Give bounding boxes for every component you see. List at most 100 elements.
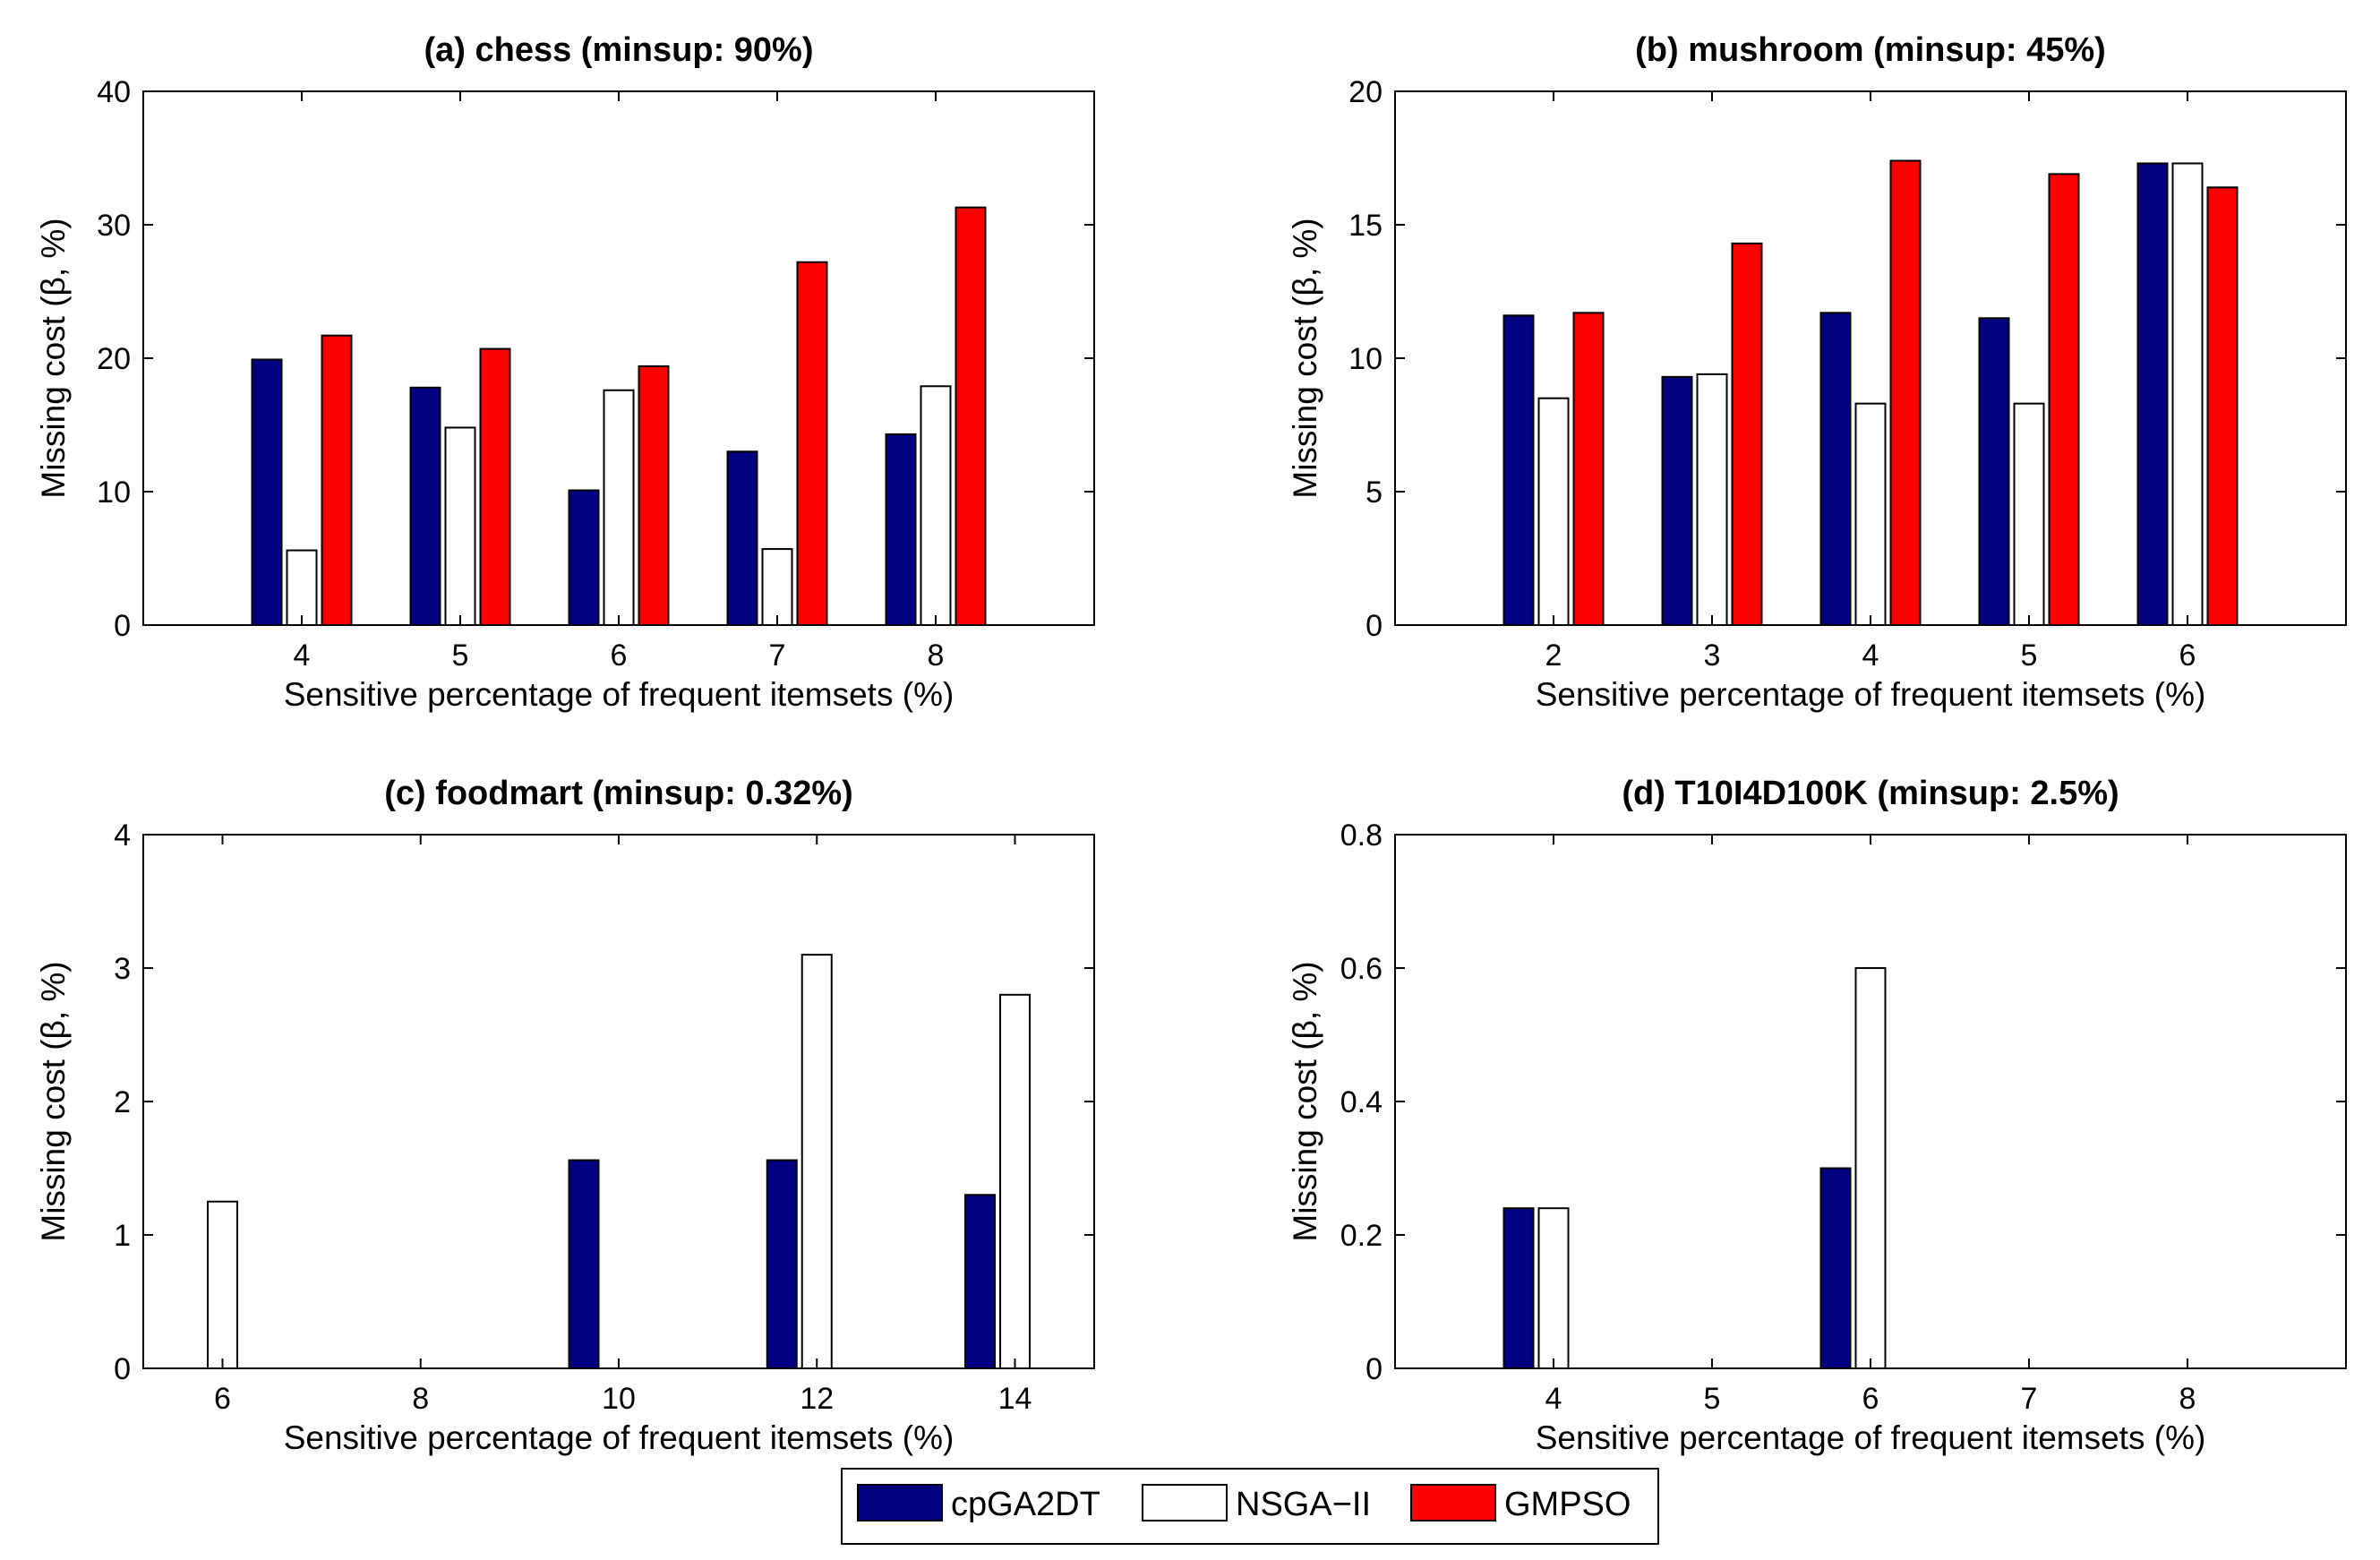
chart-0-bar-nsgaii-4 xyxy=(920,385,952,626)
chart-0-bar-cpga2dt-0 xyxy=(251,358,283,626)
chart-2-xtick-label-1: 8 xyxy=(412,1382,429,1416)
legend: cpGA2DT NSGA−II GMPSO xyxy=(841,1468,1659,1545)
chart-3-xtick-label-4: 8 xyxy=(2179,1382,2196,1416)
chart-1-bar-cpga2dt-1 xyxy=(1661,375,1693,626)
chart-0-ytick-label-0: 0 xyxy=(114,609,131,643)
chart-1-xtick-label-0: 2 xyxy=(1545,639,1562,673)
chart-0-bar-cpga2dt-1 xyxy=(409,386,441,626)
chart-2-bar-cpga2dt-3 xyxy=(766,1159,798,1370)
chart-1-bar-cpga2dt-2 xyxy=(1819,312,1852,626)
chart-2-xtick-label-3: 12 xyxy=(800,1382,834,1416)
chart-1-xtick-label-1: 3 xyxy=(1704,639,1721,673)
chart-1-ylabel: Missing cost (β, %) xyxy=(1287,218,1323,498)
chart-0-xtick-label-2: 6 xyxy=(611,639,628,673)
chart-1-bar-gmpso-1 xyxy=(1731,242,1763,626)
chart-2-ytick-label-2: 2 xyxy=(114,1085,131,1119)
chart-1-bar-gmpso-0 xyxy=(1572,312,1605,626)
chart-2-xtick-label-0: 6 xyxy=(214,1382,231,1416)
chart-2-bar-nsgaii-4 xyxy=(999,993,1031,1370)
chart-3-xtick-label-1: 5 xyxy=(1704,1382,1721,1416)
chart-0-bar-gmpso-2 xyxy=(638,364,670,626)
chart-2-axes-box xyxy=(142,834,1095,1369)
chart-3-xtick-label-2: 6 xyxy=(1862,1382,1879,1416)
chart-2-ytick-label-1: 1 xyxy=(114,1219,131,1253)
chart-0-bar-nsgaii-2 xyxy=(603,389,635,626)
legend-swatch-cpga2dt xyxy=(857,1484,943,1521)
chart-1-ytick-label-3: 15 xyxy=(1348,209,1383,243)
chart-0-ytick-label-3: 30 xyxy=(97,209,131,243)
chart-3-panel: 0 0.2 0.4 0.6 0.8 4 5 6 7 8 (d) T10I4D100K (minsup… xyxy=(1287,775,2347,1456)
chart-0-xtick-label-0: 4 xyxy=(294,639,311,673)
legend-label-nsga2: NSGA−II xyxy=(1236,1486,1371,1523)
chart-1-ytick-label-4: 20 xyxy=(1348,75,1383,109)
chart-1-bar-cpga2dt-0 xyxy=(1502,314,1535,626)
chart-0-bar-nsgaii-3 xyxy=(761,548,793,627)
chart-2-title: (c) foodmart (minsup: 0.32%) xyxy=(384,775,853,812)
chart-1-bar-nsgaii-1 xyxy=(1696,373,1728,626)
chart-3-ytick-label-1: 0.2 xyxy=(1340,1219,1383,1253)
chart-3-ytick-label-4: 0.8 xyxy=(1340,819,1383,853)
chart-2-bar-nsgaii-0 xyxy=(207,1200,238,1369)
chart-3-ytick-label-0: 0 xyxy=(1366,1352,1383,1386)
chart-3-title: (d) T10I4D100K (minsup: 2.5%) xyxy=(1622,775,2119,812)
chart-2-ytick-label-3: 3 xyxy=(114,952,131,986)
chart-3-bar-nsgaii-0 xyxy=(1537,1207,1570,1369)
legend-label-gmpso: GMPSO xyxy=(1504,1486,1631,1523)
chart-0-bar-nsgaii-1 xyxy=(444,426,476,627)
legend-swatch-nsga2 xyxy=(1142,1484,1228,1521)
chart-2-ylabel: Missing cost (β, %) xyxy=(35,961,72,1241)
chart-1-xtick-label-4: 6 xyxy=(2179,639,2196,673)
chart-2-xtick-label-4: 14 xyxy=(998,1382,1032,1416)
chart-1-bar-cpga2dt-4 xyxy=(2136,162,2169,626)
legend-box xyxy=(841,1468,1659,1545)
chart-0-title: (a) chess (minsup: 90%) xyxy=(424,31,814,69)
chart-2-bar-nsgaii-3 xyxy=(800,954,833,1369)
chart-2-ytick-label-0: 0 xyxy=(114,1352,131,1386)
chart-1-bar-gmpso-4 xyxy=(2206,186,2239,626)
chart-3-xtick-label-0: 4 xyxy=(1545,1382,1562,1416)
chart-0-bar-gmpso-3 xyxy=(796,261,828,626)
chart-2-xtick-label-2: 10 xyxy=(602,1382,636,1416)
legend-label-cpga2dt: cpGA2DT xyxy=(951,1486,1100,1523)
chart-0-bar-cpga2dt-2 xyxy=(568,489,600,627)
chart-0-xlabel: Sensitive percentage of frequent itemset… xyxy=(284,676,955,713)
chart-3-ylabel: Missing cost (β, %) xyxy=(1287,961,1323,1241)
legend-swatch-gmpso xyxy=(1410,1484,1496,1521)
chart-1-bar-nsgaii-0 xyxy=(1537,397,1570,627)
chart-0-xtick-label-4: 8 xyxy=(928,639,945,673)
chart-0-ytick-label-2: 20 xyxy=(97,342,131,376)
chart-0-bar-nsgaii-0 xyxy=(286,549,318,626)
chart-0-ylabel: Missing cost (β, %) xyxy=(35,218,72,498)
chart-1-bar-gmpso-3 xyxy=(2048,173,2080,626)
chart-1-bar-cpga2dt-3 xyxy=(1978,317,2010,626)
chart-0-ytick-label-1: 10 xyxy=(97,476,131,510)
chart-0-bar-gmpso-4 xyxy=(955,206,987,626)
chart-1-ytick-label-0: 0 xyxy=(1366,609,1383,643)
chart-2-xlabel: Sensitive percentage of frequent itemset… xyxy=(284,1419,955,1456)
chart-3-bar-nsgaii-2 xyxy=(1854,967,1887,1369)
chart-0-bar-gmpso-0 xyxy=(321,334,353,626)
chart-0-xtick-label-3: 7 xyxy=(769,639,786,673)
chart-1-ytick-label-2: 10 xyxy=(1348,342,1383,376)
chart-0-bar-cpga2dt-3 xyxy=(726,450,758,626)
chart-1-bar-gmpso-2 xyxy=(1889,159,1922,627)
chart-3-bar-cpga2dt-2 xyxy=(1819,1167,1852,1369)
chart-1-bar-nsgaii-4 xyxy=(2171,162,2204,626)
chart-0-panel: 0 10 20 30 40 4 5 6 7 8 (a) chess (minsup: 90%) Sen… xyxy=(35,31,1095,713)
chart-1-bar-nsgaii-2 xyxy=(1854,402,1887,626)
chart-2-bar-cpga2dt-4 xyxy=(964,1194,996,1370)
chart-0-bar-cpga2dt-4 xyxy=(885,433,917,626)
chart-0-xtick-label-1: 5 xyxy=(452,639,469,673)
chart-1-panel: 0 5 10 15 20 2 3 4 5 6 (b) mushroom (minsup: 45%) S… xyxy=(1287,31,2347,713)
chart-1-xtick-label-3: 5 xyxy=(2021,639,2038,673)
chart-1-xlabel: Sensitive percentage of frequent itemset… xyxy=(1536,676,2206,713)
chart-3-xtick-label-3: 7 xyxy=(2021,1382,2038,1416)
chart-3-bar-cpga2dt-0 xyxy=(1502,1207,1535,1369)
chart-2-bar-cpga2dt-2 xyxy=(568,1159,600,1370)
chart-0-bar-gmpso-1 xyxy=(479,347,511,626)
chart-1-ytick-label-1: 5 xyxy=(1366,476,1383,510)
chart-3-ytick-label-3: 0.6 xyxy=(1340,952,1383,986)
chart-1-xtick-label-2: 4 xyxy=(1862,639,1879,673)
